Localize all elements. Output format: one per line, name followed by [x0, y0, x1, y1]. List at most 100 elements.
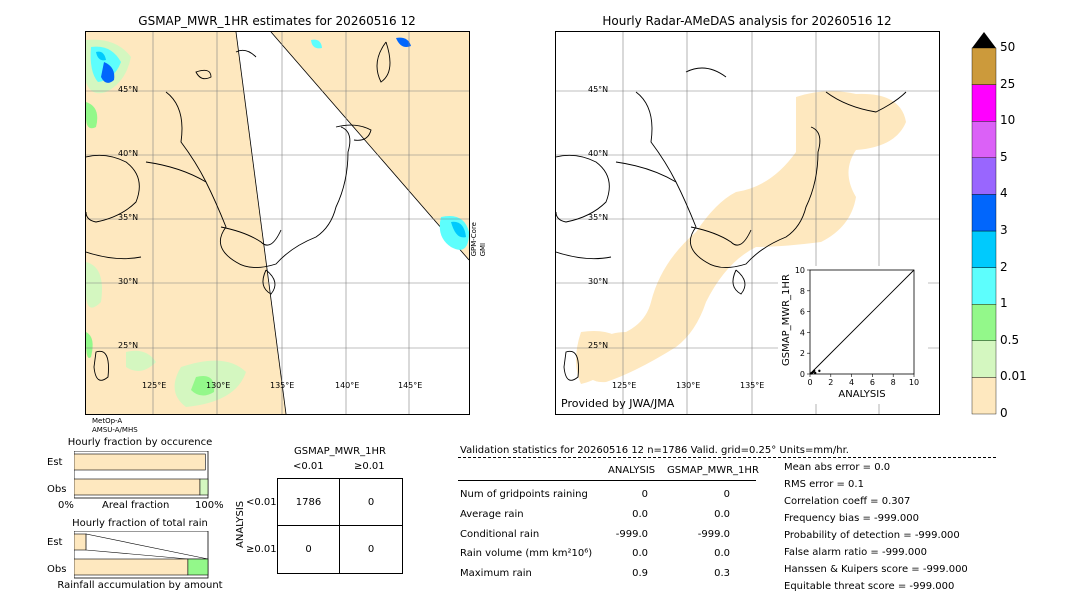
cont-row-lt: <0.01 [246, 497, 277, 508]
right-map [555, 31, 940, 415]
scatter-y-tick-label: 0 [800, 370, 805, 379]
total-rain-title: Hourly fraction of total rain [72, 518, 208, 529]
occ-obs-rain-bar [199, 478, 209, 496]
right-lat-label: 25°N [588, 341, 609, 350]
scatter-x-tick-label: 0 [807, 378, 812, 387]
right-lon-label: 135°E [740, 381, 765, 390]
colorbar-cell [971, 47, 997, 85]
val-col-gsmap: GSMAP_MWR_1HR [667, 465, 759, 476]
scatter-y-tick-label: 4 [800, 328, 805, 337]
radar-credit: Provided by JWA/JMA [561, 397, 675, 410]
left-lat-label: 25°N [118, 341, 139, 350]
left-lat-label: 35°N [118, 213, 139, 222]
val-col-analysis: ANALYSIS [608, 465, 656, 476]
occurrence-bars [74, 451, 209, 499]
left-lon-label: 135°E [270, 381, 295, 390]
colorbar-cell [971, 157, 997, 195]
scatter-plot: 0 2 4 6 8 10 0 2 4 6 8 10 [795, 266, 919, 387]
right-lat-label: 45°N [588, 85, 609, 94]
right-lat-label: 35°N [588, 213, 609, 222]
left-grid [86, 32, 469, 414]
validation-divider [458, 457, 996, 458]
cont-cell: 0 [367, 544, 375, 555]
score-line: Mean abs error = 0.0 [784, 462, 891, 473]
colorbar-cell [971, 340, 997, 378]
val-row-analysis: 0.0 [632, 548, 648, 559]
score-line: Hanssen & Kuipers score = -999.000 [784, 564, 968, 575]
scatter-x-tick-label: 8 [891, 378, 896, 387]
occurrence-title: Hourly fraction by occurence [67, 437, 213, 448]
radar-coverage [576, 91, 906, 384]
scatter-diagonal [809, 269, 915, 375]
right-lat-label: 30°N [588, 277, 609, 286]
val-row-label: Rain volume (mm km²10⁶) [460, 548, 593, 559]
scatter-x-tick-label: 2 [828, 378, 833, 387]
val-row-gsmap: 0.0 [714, 548, 730, 559]
tot-obs-bar [74, 558, 189, 576]
right-lat-label: 40°N [588, 149, 609, 158]
left-lon-label: 125°E [142, 381, 167, 390]
occ-tick-100: 100% [195, 500, 224, 511]
scatter-point [814, 371, 817, 375]
tot-link [85, 533, 209, 560]
left-rain-areas [86, 37, 469, 407]
cont-cell: 0 [367, 497, 375, 508]
val-col-rule [458, 480, 756, 481]
val-row-analysis: -999.0 [615, 529, 648, 540]
val-row-label: Average rain [460, 509, 524, 520]
val-row-gsmap: 0.0 [714, 509, 730, 520]
right-map-title: Hourly Radar-AMeDAS analysis for 2026051… [602, 14, 892, 28]
tot-obs-rain-bar [187, 558, 209, 576]
left-lat-label: 45°N [118, 85, 139, 94]
contingency-title: GSMAP_MWR_1HR [294, 446, 386, 457]
scatter-x-tick-label: 4 [849, 378, 854, 387]
scatter-x-tick-label: 10 [909, 378, 919, 387]
val-row-label: Conditional rain [460, 529, 540, 540]
colorbar-tick-label: 1 [1000, 296, 1008, 311]
colorbar-cell [971, 120, 997, 158]
colorbar-cell [971, 377, 997, 415]
score-line: RMS error = 0.1 [784, 479, 864, 490]
colorbar-tick-label: 5 [1000, 149, 1008, 164]
swath-label-gmi: GPM-Core GMI [470, 222, 487, 257]
colorbar-cell [971, 194, 997, 232]
cont-row-ge: ≥0.01 [246, 544, 277, 555]
colorbar-tick-label: 0.5 [1000, 332, 1020, 347]
cont-cell: 0 [305, 544, 312, 555]
right-grid [556, 32, 939, 414]
occ-obs-bar [74, 478, 201, 496]
score-line: Equitable threat score = -999.000 [784, 581, 955, 592]
right-coastlines [556, 67, 907, 381]
colorbar-tick-label: 3 [1000, 223, 1008, 237]
left-lon-label: 145°E [398, 381, 423, 390]
swath-label-amsu: MetOp-A AMSU-A/MHS [92, 417, 138, 434]
score-line: False alarm ratio = -999.000 [784, 547, 927, 558]
tot-cat-obs: Obs [47, 564, 67, 575]
left-lat-label: 40°N [118, 149, 139, 158]
colorbar-tick-label: 0.01 [1000, 369, 1027, 384]
colorbar-cell [971, 304, 997, 342]
cont-col-ge: ≥0.01 [354, 461, 385, 472]
scatter-y-tick-label: 10 [795, 266, 805, 275]
colorbar-extend-arrow [972, 32, 996, 48]
left-lat-label: 30°N [118, 277, 139, 286]
scatter-x-tick-label: 6 [870, 378, 875, 387]
occ-cat-obs: Obs [47, 484, 67, 495]
cont-ylabel: ANALYSIS [235, 500, 246, 548]
contingency-table: 1786 0 0 0 [277, 478, 403, 574]
scatter-y-tick-label: 6 [800, 308, 805, 317]
left-lon-label: 140°E [335, 381, 360, 390]
colorbar-cell [971, 84, 997, 122]
colorbar-tick-label: 50 [1000, 40, 1016, 54]
val-row-gsmap: -999.0 [697, 529, 730, 540]
colorbar-tick-label: 25 [1000, 76, 1016, 91]
val-row-gsmap: 0 [723, 489, 730, 500]
scatter-y-tick-label: 8 [800, 287, 805, 296]
scatter-ylabel: GSMAP_MWR_1HR [781, 274, 792, 366]
scatter-inset: 0 2 4 6 8 10 0 2 4 6 8 10 [778, 266, 928, 404]
right-lon-label: 130°E [676, 381, 701, 390]
val-row-analysis: 0.0 [632, 509, 648, 520]
colorbar-cell [971, 267, 997, 305]
occ-xlabel: Areal fraction [102, 500, 170, 511]
score-line: Probability of detection = -999.000 [784, 530, 960, 541]
